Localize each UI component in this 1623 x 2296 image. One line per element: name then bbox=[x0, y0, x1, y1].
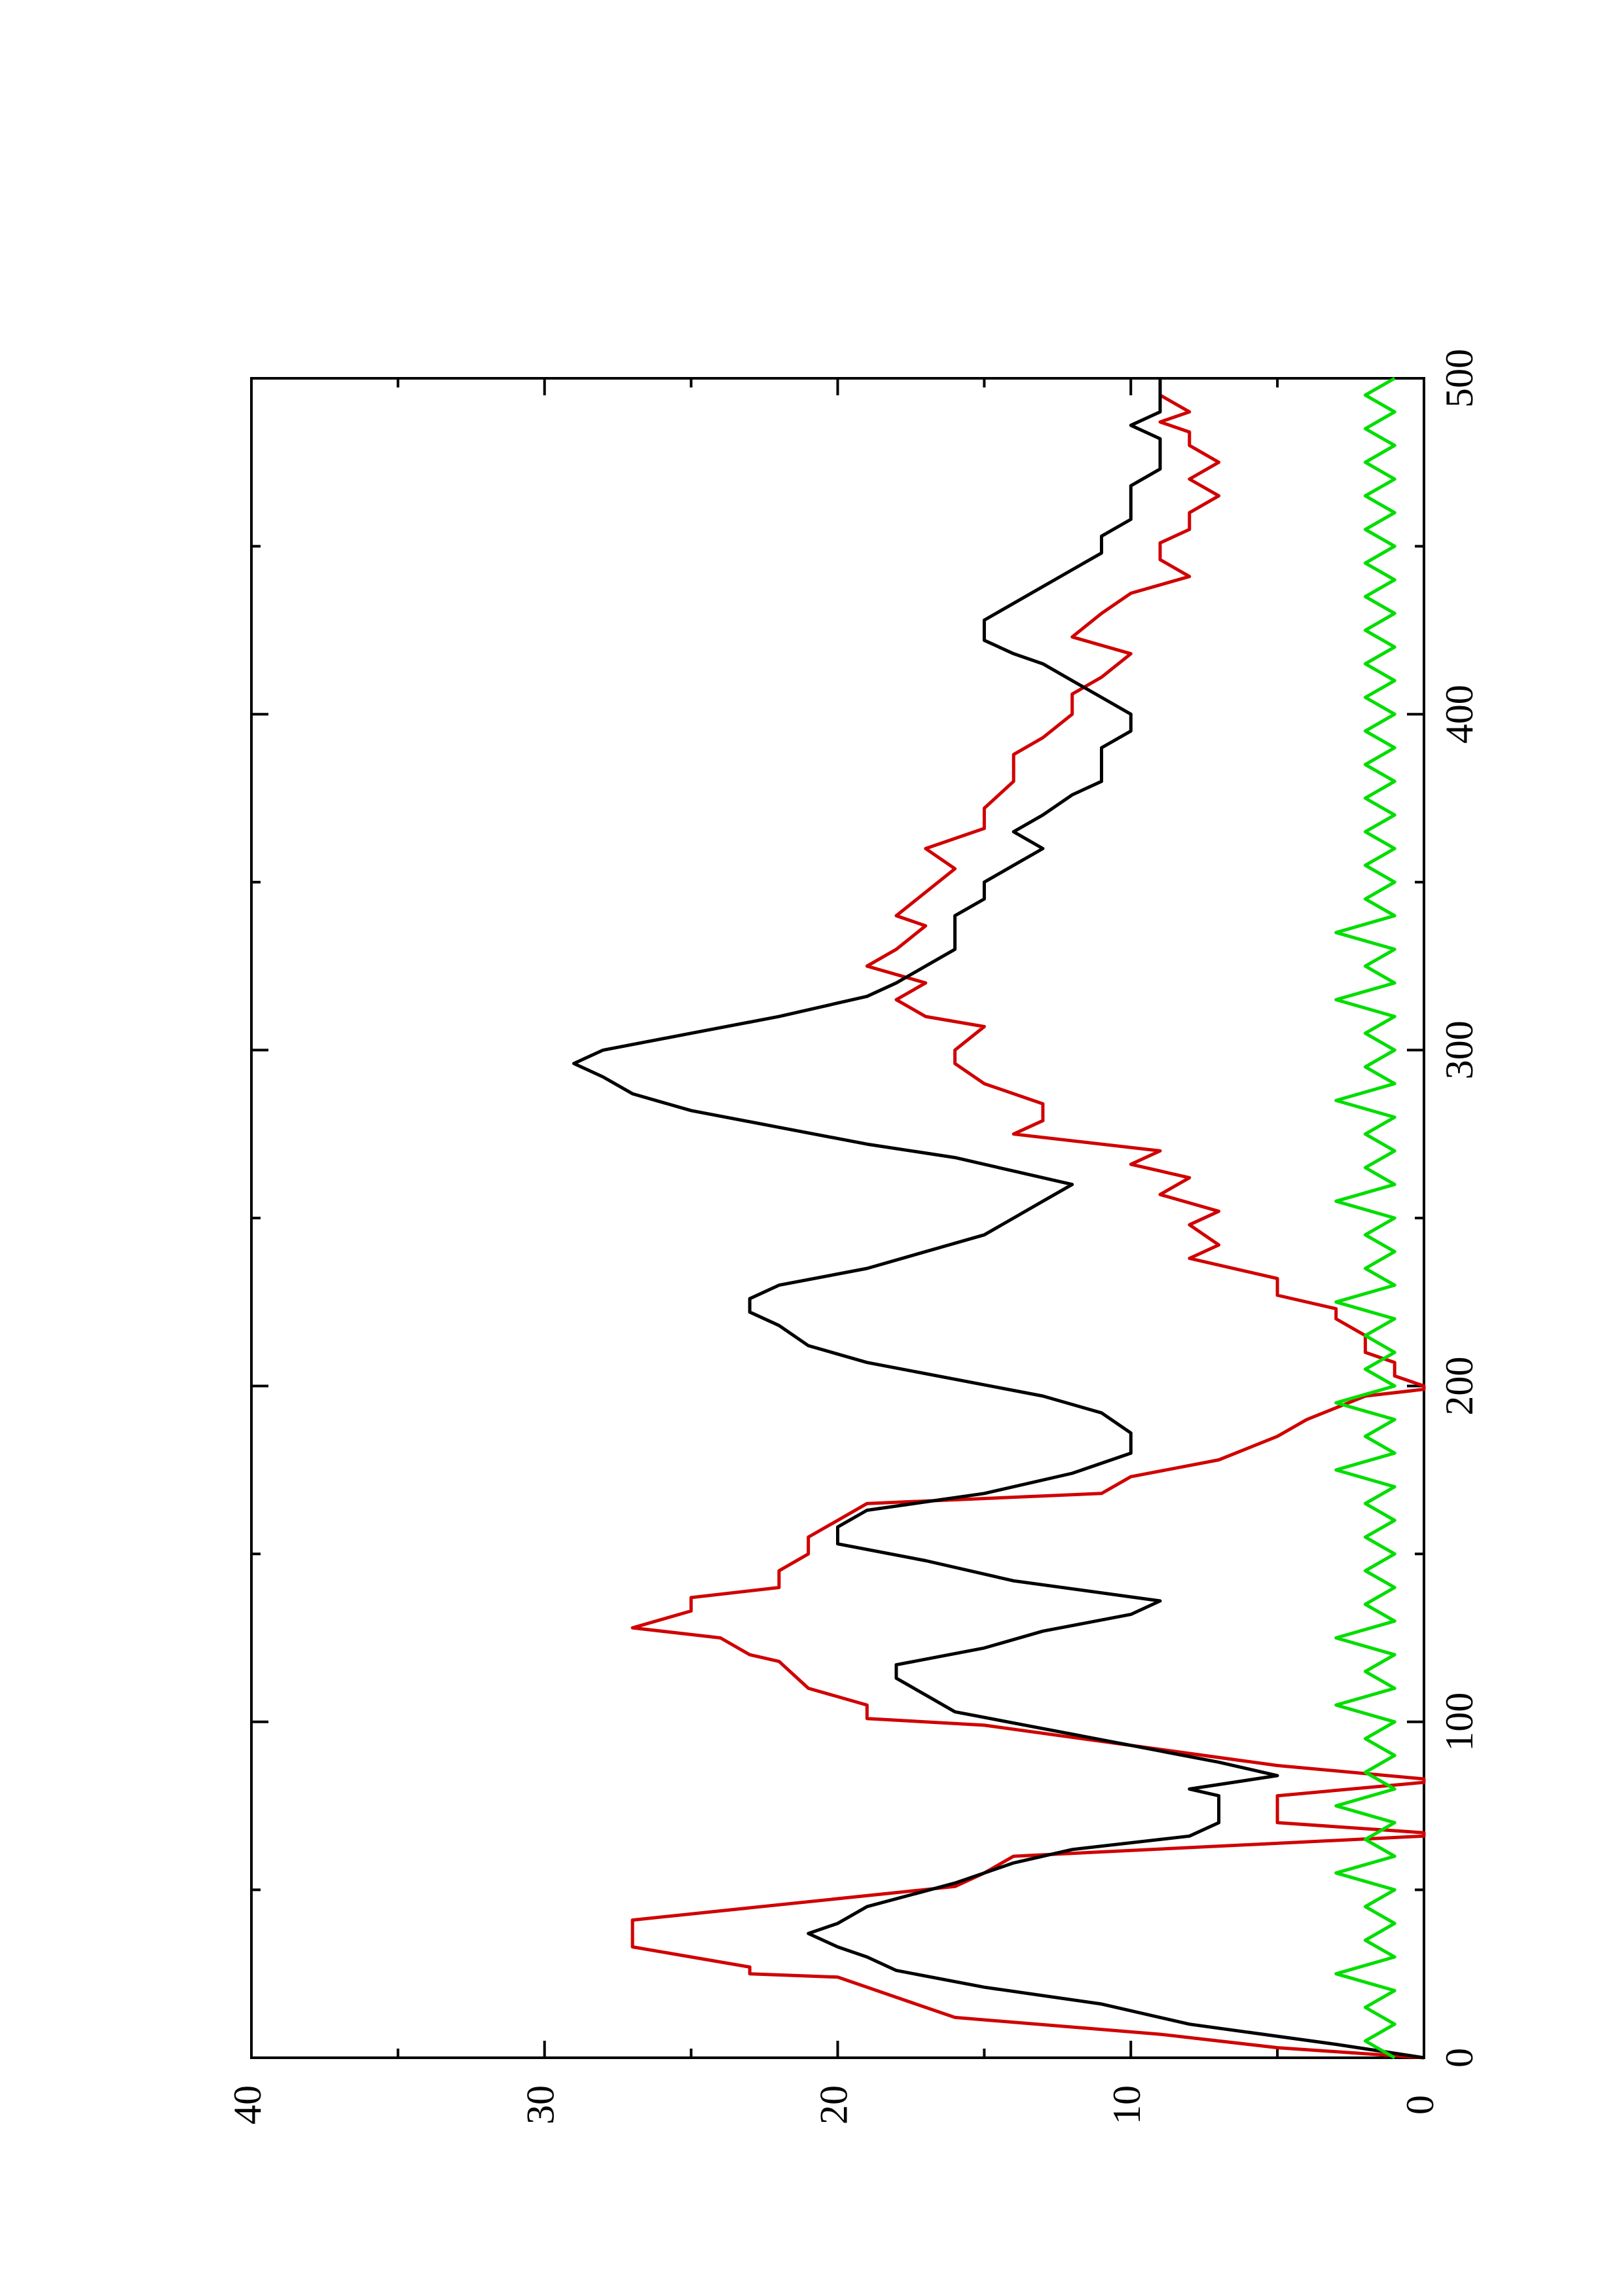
x-tick-label: 400 bbox=[1438, 685, 1481, 744]
y-tick-label: 40 bbox=[226, 2085, 269, 2125]
x-tick-label: 100 bbox=[1438, 1693, 1481, 1751]
x-tick-label: 200 bbox=[1438, 1357, 1481, 1416]
y-tick-label: 30 bbox=[519, 2085, 562, 2125]
plot-area-frame bbox=[250, 377, 1425, 2059]
y-tick-label: 20 bbox=[812, 2085, 855, 2125]
series-line-3 bbox=[1334, 376, 1396, 2060]
x-tick-label: 300 bbox=[1438, 1020, 1481, 1079]
series-group bbox=[572, 376, 1426, 2060]
y-tick-label: 10 bbox=[1105, 2085, 1148, 2125]
y-tick-label: 0 bbox=[1398, 2095, 1442, 2115]
tick-labels: 0 100 200 300 400 500 0 10 20 30 40 bbox=[226, 349, 1481, 2125]
x-tick-label: 0 bbox=[1438, 2048, 1481, 2068]
series-line-1 bbox=[630, 378, 1426, 2060]
x-tick-label: 500 bbox=[1438, 349, 1481, 408]
axis-ticks bbox=[250, 377, 1425, 2059]
series-line-2 bbox=[572, 378, 1425, 2060]
